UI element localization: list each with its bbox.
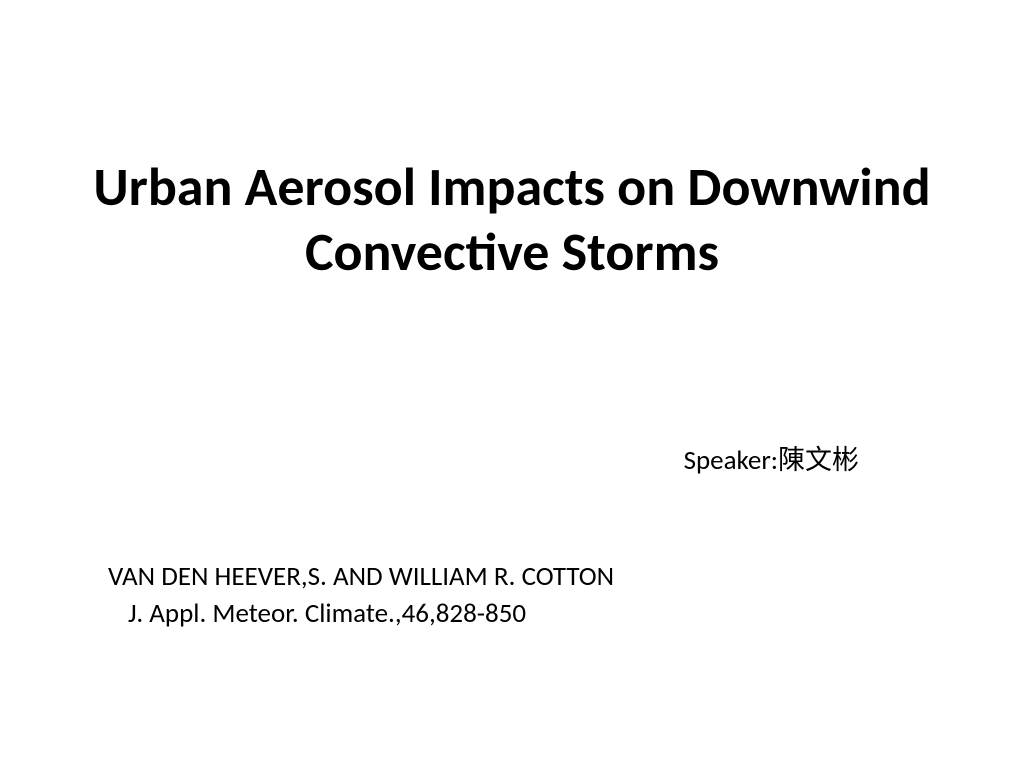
- authors-text: VAN DEN HEEVER,S. AND WILLIAM R. COTTON: [108, 560, 614, 593]
- speaker-label: Speaker:陳文彬: [684, 438, 859, 477]
- slide-title: Urban Aerosol Impacts on Downwind Convec…: [80, 0, 944, 285]
- citation-text: J. Appl. Meteor. Climate.,46,828-850: [128, 597, 526, 630]
- slide-container: Urban Aerosol Impacts on Downwind Convec…: [0, 0, 1024, 768]
